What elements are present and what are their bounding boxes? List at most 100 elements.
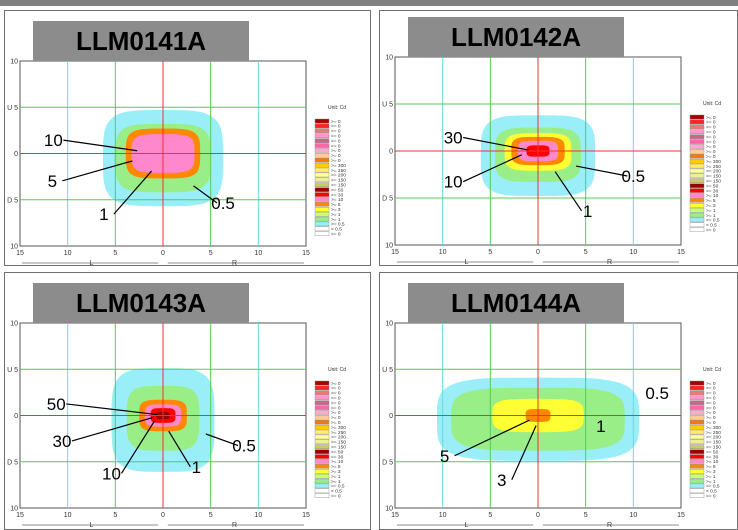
legend-swatch xyxy=(314,182,330,187)
legend-swatch xyxy=(689,434,705,440)
legend-entry-label: < 0.5 xyxy=(706,223,717,229)
legend-swatch xyxy=(314,459,330,464)
legend-entry-label: < 0.5 xyxy=(331,489,342,495)
annotation-leader-line xyxy=(121,420,155,474)
contour-level-label: 5 xyxy=(48,172,57,191)
x-tick-label: 5 xyxy=(209,512,213,519)
legend-entry-label: >= 300 xyxy=(706,159,721,165)
legend-entry-label: >= 30 xyxy=(706,188,719,194)
annotation-leader-line xyxy=(511,425,537,481)
legend-entry-label: >= 0 xyxy=(706,396,716,402)
x-tick-label: 0 xyxy=(536,512,540,519)
x-tick-label: 15 xyxy=(677,249,685,256)
x-tick-label: 5 xyxy=(113,250,117,257)
legend-swatch xyxy=(314,133,330,138)
y-tick-label: U 5 xyxy=(382,367,393,374)
y-tick-label: D 5 xyxy=(382,459,393,466)
legend-swatch xyxy=(314,128,330,134)
legend-entry-label: >= 150 xyxy=(331,440,346,446)
y-tick-label: 10 xyxy=(10,59,18,66)
legend-swatch xyxy=(689,222,705,228)
contour-level-label: 0.5 xyxy=(232,437,256,456)
legend-entry-label: >= 0 xyxy=(331,124,341,130)
annotation-leader-line xyxy=(113,170,153,215)
x-tick-label: 15 xyxy=(677,512,685,519)
legend-entry-label: >= 0 xyxy=(706,494,716,500)
legend-swatch xyxy=(689,385,705,391)
x-tick-label: 0 xyxy=(161,250,165,257)
legend-swatch xyxy=(689,198,705,203)
legend-swatch xyxy=(314,454,330,459)
contour-level-label: 1 xyxy=(192,458,201,477)
legend-entry-label: >= 0 xyxy=(331,148,341,154)
legend-swatch xyxy=(689,483,705,489)
x-tick-label: 10 xyxy=(629,512,637,519)
x-tick-label: 10 xyxy=(254,250,262,257)
legend-swatch xyxy=(689,478,705,484)
legend-swatch xyxy=(689,439,705,445)
x-tick-label: 10 xyxy=(64,512,72,519)
contour-level-label: 30 xyxy=(444,128,463,147)
legend-entry-label: >= 0 xyxy=(706,386,716,392)
legend-swatch xyxy=(689,158,705,164)
legend-swatch xyxy=(689,405,705,410)
legend-entry-label: >= 250 xyxy=(331,168,346,174)
legend-swatch xyxy=(314,439,330,445)
legend-swatch xyxy=(314,483,330,489)
legend-entry-label: >= 250 xyxy=(331,430,346,436)
legend-swatch xyxy=(689,202,705,208)
legend-swatch xyxy=(314,380,330,386)
legend-entry-label: >= 0 xyxy=(331,415,341,421)
annotation-leader-line xyxy=(205,433,239,447)
right-side-label: R xyxy=(232,260,237,266)
legend-entry-label: >= 3 xyxy=(331,207,341,213)
x-tick-label: 10 xyxy=(64,250,72,257)
legend-entry-label: >= 0 xyxy=(706,134,716,140)
legend-entry-label: >= 0.5 xyxy=(331,222,345,228)
legend-swatch xyxy=(314,202,330,207)
legend-entry-label: < 0.5 xyxy=(331,227,342,233)
y-tick-label: D 5 xyxy=(382,196,393,203)
legend-swatch xyxy=(689,153,705,159)
annotation-leader-line xyxy=(462,154,523,183)
legend-swatch xyxy=(689,410,705,415)
contour-level-label: 10 xyxy=(44,131,63,150)
legend-entry-label: >= 10 xyxy=(706,193,719,199)
legend-swatch xyxy=(689,424,705,430)
right-side-label: R xyxy=(607,522,612,529)
legend-swatch xyxy=(314,444,330,449)
legend-swatch xyxy=(314,400,330,405)
legend-swatch xyxy=(689,114,705,120)
y-tick-label: 0 xyxy=(389,413,393,420)
legend-swatch xyxy=(689,449,705,454)
x-tick-label: 0 xyxy=(536,249,540,256)
legend-entry-label: >= 0 xyxy=(706,405,716,411)
legend-swatch xyxy=(689,400,705,405)
legend-swatch xyxy=(689,419,705,425)
legend-entry-label: >= 200 xyxy=(706,435,721,441)
legend-entry-label: >= 0 xyxy=(706,420,716,426)
x-tick-label: 0 xyxy=(161,512,165,519)
legend-entry-label: >= 1 xyxy=(706,474,716,480)
y-tick-label: 10 xyxy=(385,321,393,328)
legend-swatch xyxy=(689,415,705,420)
legend-entry-label: >= 5 xyxy=(331,464,341,470)
x-tick-label: 5 xyxy=(584,512,588,519)
legend-entry-label: >= 300 xyxy=(706,425,721,431)
legend-entry-label: >= 1 xyxy=(706,213,716,219)
x-tick-label: 10 xyxy=(439,249,447,256)
legend-entry-label: >= 0 xyxy=(706,149,716,155)
legend-swatch xyxy=(314,419,330,425)
legend-swatch xyxy=(314,162,330,168)
legend-entry-label: >= 0 xyxy=(331,391,341,397)
legend-swatch xyxy=(689,488,705,494)
legend-swatch xyxy=(314,192,330,197)
legend-entry-label: >= 0 xyxy=(331,494,341,500)
legend-entry-label: >= 0 xyxy=(331,129,341,135)
legend-entry-label: >= 150 xyxy=(331,445,346,451)
x-tick-label: 5 xyxy=(113,512,117,519)
legend-entry-label: >= 1 xyxy=(331,474,341,480)
legend-swatch xyxy=(689,173,705,179)
legend-entry-label: >= 0 xyxy=(331,405,341,411)
legend-entry-label: >= 150 xyxy=(331,178,346,184)
